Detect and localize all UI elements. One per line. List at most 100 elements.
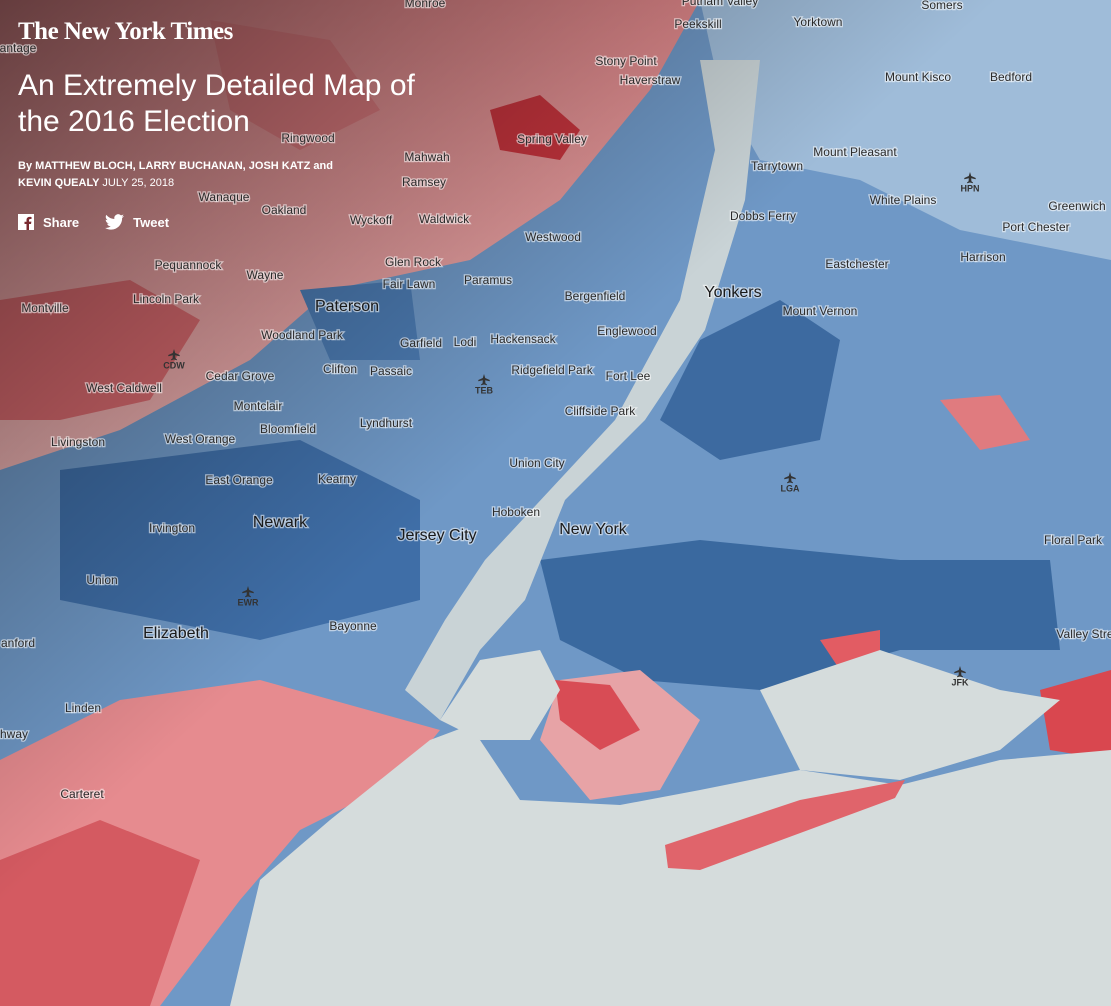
share-button[interactable]: Share: [18, 214, 79, 230]
place-label: Dobbs Ferry: [730, 209, 796, 223]
place-label: Peekskill: [674, 17, 721, 31]
place-label: Mount Kisco: [885, 70, 951, 84]
airport-icon: [168, 349, 180, 361]
place-label: Port Chester: [1002, 220, 1069, 234]
place-label: Paterson: [315, 298, 379, 315]
place-label: Kearny: [318, 472, 356, 486]
airport-code: TEB: [475, 385, 494, 395]
airport-icon: [964, 172, 976, 184]
place-label: Greenwich: [1048, 199, 1105, 213]
airport-code: CDW: [163, 360, 185, 370]
place-label: Mahwah: [404, 150, 449, 164]
byline: By MATTHEW BLOCH, LARRY BUCHANAN, JOSH K…: [18, 158, 338, 192]
airport-code: JFK: [951, 677, 969, 687]
place-label: East Orange: [205, 473, 273, 487]
place-label: Fair Lawn: [383, 277, 436, 291]
logo[interactable]: The New York Times: [18, 18, 233, 45]
place-label: Haverstraw: [620, 73, 681, 87]
place-label: Yorktown: [794, 15, 843, 29]
place-label: Ringwood: [281, 131, 334, 145]
place-label: Harrison: [960, 250, 1005, 264]
place-label: Yonkers: [704, 284, 761, 301]
place-label: Westwood: [525, 230, 581, 244]
place-labels: Monroe Putnam Valley Somers Peekskill Yorkto…: [0, 0, 1111, 802]
place-label: Jersey City: [397, 527, 476, 544]
place-label: hway: [0, 727, 28, 741]
place-label: Bloomfield: [260, 422, 316, 436]
place-label: Linden: [65, 701, 101, 715]
place-label: Irvington: [149, 521, 195, 535]
place-label: West Caldwell: [86, 381, 162, 395]
place-label: Wyckoff: [350, 213, 393, 227]
place-label: Woodland Park: [261, 328, 344, 342]
place-label: Monroe: [405, 0, 446, 10]
airport-code: HPN: [960, 183, 979, 193]
place-label: Elizabeth: [143, 625, 209, 642]
place-label: Newark: [253, 514, 308, 531]
place-label: Ridgefield Park: [511, 363, 593, 377]
place-label: Carteret: [60, 787, 104, 801]
place-label: antage: [0, 41, 37, 55]
place-label: Lincoln Park: [133, 292, 200, 306]
place-label: Paramus: [464, 273, 512, 287]
place-label: Wayne: [247, 268, 284, 282]
place-label: Union: [86, 573, 117, 587]
place-label: Hackensack: [490, 332, 556, 346]
airport-icon: [242, 586, 254, 598]
place-label: Hoboken: [492, 505, 540, 519]
date: JULY 25, 2018: [102, 177, 175, 189]
facebook-icon: [18, 214, 34, 230]
place-label: Englewood: [597, 324, 656, 338]
place-label: Livingston: [51, 435, 105, 449]
place-label: Bedford: [990, 70, 1032, 84]
place-label: Oakland: [262, 203, 307, 217]
tweet-label: Tweet: [133, 214, 170, 230]
place-label: Valley Stre: [1056, 627, 1111, 641]
place-label: Pequannock: [155, 258, 223, 272]
place-label: Mount Pleasant: [813, 145, 897, 159]
place-label: New York: [559, 521, 628, 538]
tweet-button[interactable]: Tweet: [105, 214, 169, 230]
share-bar: Share Tweet: [18, 214, 418, 230]
place-label: Passaic: [370, 364, 412, 378]
place-label: Eastchester: [825, 257, 888, 271]
place-label: Union City: [509, 456, 564, 470]
place-label: Lyndhurst: [360, 416, 413, 430]
place-label: Garfield: [400, 336, 442, 350]
place-label: Putnam Valley: [682, 0, 758, 8]
place-label: Floral Park: [1044, 533, 1103, 547]
place-label: West Orange: [165, 432, 236, 446]
place-label: Montville: [21, 301, 69, 315]
place-label: Cedar Grove: [206, 369, 275, 383]
place-label: Wanaque: [199, 190, 250, 204]
airport-icon: [784, 472, 796, 484]
twitter-icon: [105, 214, 125, 230]
place-label: Clifton: [323, 362, 357, 376]
place-label: Tarrytown: [751, 159, 803, 173]
airport-code: EWR: [238, 597, 259, 607]
place-label: Glen Rock: [385, 255, 442, 269]
place-label: Bergenfield: [565, 289, 626, 303]
airport-icon: [954, 666, 966, 678]
place-label: anford: [1, 636, 35, 650]
place-label: White Plains: [870, 193, 937, 207]
place-label: Spring Valley: [517, 132, 587, 146]
place-label: Somers: [921, 0, 962, 12]
airport-code: LGA: [781, 483, 800, 493]
authors: By MATTHEW BLOCH, LARRY BUCHANAN, JOSH K…: [18, 160, 333, 189]
place-label: Stony Point: [595, 54, 657, 68]
place-label: Lodi: [454, 335, 477, 349]
place-label: Cliffside Park: [565, 404, 636, 418]
header: The New York Times An Extremely Detailed…: [18, 18, 418, 230]
place-label: Montclair: [234, 399, 283, 413]
place-label: Mount Vernon: [783, 304, 858, 318]
place-label: Fort Lee: [606, 369, 651, 383]
headline: An Extremely Detailed Map of the 2016 El…: [18, 69, 415, 138]
place-label: Bayonne: [329, 619, 377, 633]
place-label: Ramsey: [402, 175, 446, 189]
place-label: Waldwick: [419, 212, 470, 226]
airport-icon: [478, 374, 490, 386]
